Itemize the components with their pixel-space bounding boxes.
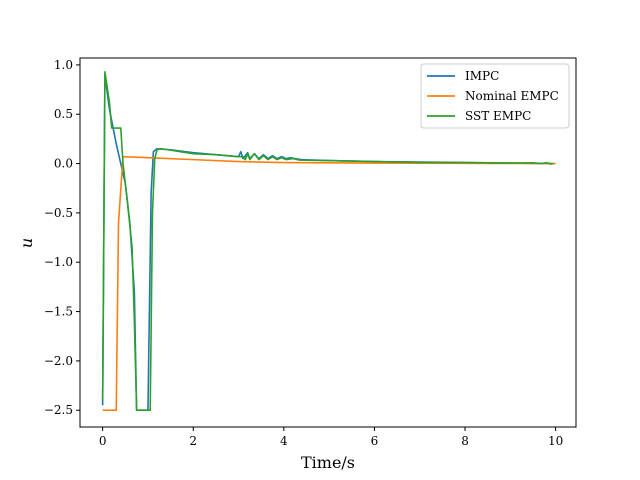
plot-frame: [79, 57, 577, 428]
y-axis-label: u: [17, 238, 36, 248]
series-line-nominal-empc: [102, 155, 556, 412]
y-tick-label: −2.0: [44, 354, 73, 368]
x-tick-label: 10: [548, 434, 563, 448]
legend-box: [420, 63, 570, 129]
x-tick-label: 0: [99, 434, 107, 448]
x-tick-label: 6: [371, 434, 379, 448]
y-tick-label: 0.5: [54, 107, 73, 121]
legend-label: IMPC: [465, 69, 499, 83]
y-tick-label: 1.0: [54, 58, 73, 72]
x-tick-label: 4: [280, 434, 288, 448]
legend-label: Nominal EMPC: [465, 89, 559, 103]
legend-label: SST EMPC: [465, 109, 531, 123]
y-tick-label: −1.5: [44, 305, 73, 319]
legend: IMPC Nominal EMPC SST EMPC: [420, 63, 570, 129]
plot-lines: [101, 71, 556, 412]
y-tick-label: −0.5: [44, 206, 73, 220]
y-tick-label: 0.0: [54, 157, 73, 171]
series-line-sst-empc: [101, 71, 554, 412]
x-tick-label: 8: [461, 434, 469, 448]
y-tick-label: −1.0: [44, 255, 73, 269]
y-tick-label: −2.5: [44, 403, 73, 417]
x-axis-label: Time/s: [301, 453, 355, 472]
axis-ticks: 0 2 4 6 8 10 1.0 0.5 0.0 −0.5 −1.0 −1.5 −2.0 −2.5: [44, 58, 563, 448]
x-tick-label: 2: [189, 434, 197, 448]
